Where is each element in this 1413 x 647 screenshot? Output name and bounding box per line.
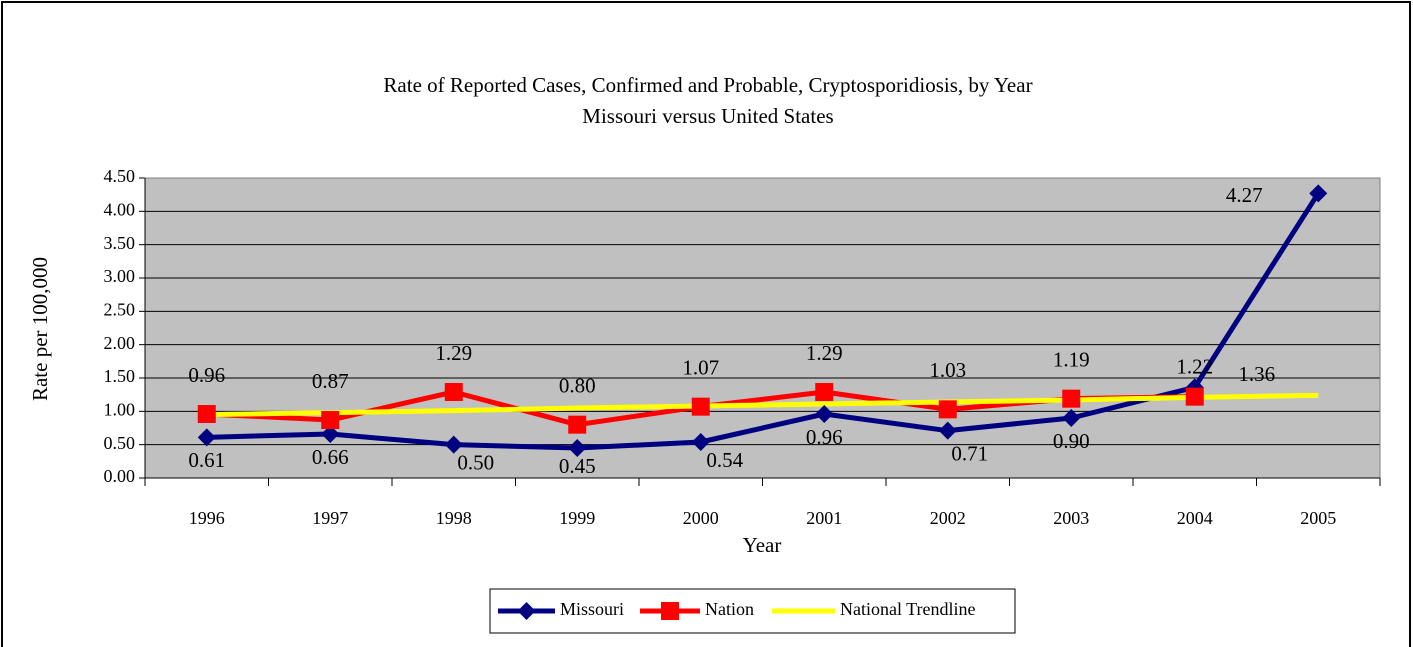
y-tick-label: 0.50 bbox=[104, 433, 136, 453]
x-tick-label: 2000 bbox=[683, 508, 719, 528]
data-label: 0.66 bbox=[312, 445, 349, 469]
chart-subtitle: Missouri versus United States bbox=[582, 104, 833, 128]
y-tick-label: 4.50 bbox=[104, 166, 136, 186]
data-point bbox=[1185, 387, 1204, 406]
data-label: 0.96 bbox=[188, 363, 225, 387]
x-tick-label: 1998 bbox=[436, 508, 472, 528]
y-tick-label: 2.50 bbox=[104, 299, 136, 319]
data-point bbox=[1062, 409, 1081, 427]
y-tick-label: 4.00 bbox=[104, 199, 136, 219]
data-point bbox=[815, 383, 834, 401]
x-tick-label: 1999 bbox=[559, 508, 595, 528]
data-label: 1.03 bbox=[929, 358, 966, 382]
data-label: 1.22 bbox=[1176, 354, 1213, 378]
data-point bbox=[321, 425, 340, 443]
legend-label: Missouri bbox=[560, 599, 624, 619]
data-label: 1.19 bbox=[1053, 347, 1090, 371]
data-label: 0.61 bbox=[188, 448, 225, 472]
x-tick-label: 2004 bbox=[1177, 508, 1213, 528]
data-label: 0.54 bbox=[706, 448, 743, 472]
data-label: 0.50 bbox=[457, 450, 494, 474]
legend-marker bbox=[517, 602, 536, 620]
data-point bbox=[938, 421, 957, 440]
series-line bbox=[206, 191, 1321, 451]
legend-label: National Trendline bbox=[840, 599, 976, 619]
data-point bbox=[815, 405, 834, 423]
x-tick-label: 1997 bbox=[312, 508, 348, 528]
data-point bbox=[691, 397, 710, 416]
data-point bbox=[938, 400, 957, 419]
x-axis-label: Year bbox=[743, 533, 782, 557]
data-label: 0.87 bbox=[312, 369, 349, 393]
data-point bbox=[321, 411, 340, 429]
data-label: 0.71 bbox=[951, 441, 988, 465]
x-tick-label: 2001 bbox=[806, 508, 842, 528]
y-tick-label: 1.50 bbox=[104, 366, 136, 386]
data-label: 4.27 bbox=[1226, 183, 1263, 207]
y-tick-label: 1.00 bbox=[104, 399, 136, 419]
data-label: 1.29 bbox=[435, 341, 472, 365]
chart-title: Rate of Reported Cases, Confirmed and Pr… bbox=[383, 73, 1032, 97]
legend-label: Nation bbox=[705, 599, 754, 619]
legend bbox=[489, 588, 1016, 634]
data-point bbox=[197, 428, 216, 447]
data-point bbox=[691, 433, 710, 451]
data-label: 1.36 bbox=[1238, 362, 1275, 386]
data-point bbox=[1062, 389, 1081, 408]
y-tick-label: 3.00 bbox=[104, 266, 136, 286]
y-tick-label: 3.50 bbox=[104, 233, 136, 253]
data-label: 0.96 bbox=[806, 425, 843, 449]
data-point bbox=[197, 405, 216, 423]
data-label: 0.90 bbox=[1053, 429, 1090, 453]
x-tick-label: 2005 bbox=[1300, 508, 1336, 528]
x-tick-label: 1996 bbox=[189, 508, 225, 528]
y-tick-label: 0.00 bbox=[104, 466, 136, 486]
data-point bbox=[444, 383, 463, 401]
data-label: 1.29 bbox=[806, 341, 843, 365]
data-point bbox=[444, 435, 463, 454]
data-point bbox=[568, 439, 587, 457]
series-line bbox=[206, 392, 1319, 418]
data-label: 1.07 bbox=[682, 355, 719, 379]
data-point bbox=[1309, 184, 1328, 203]
x-tick-label: 2003 bbox=[1053, 508, 1089, 528]
y-tick-label: 2.00 bbox=[104, 333, 136, 353]
data-label: 0.45 bbox=[559, 454, 596, 478]
x-tick-label: 2002 bbox=[930, 508, 966, 528]
legend-marker bbox=[661, 602, 679, 620]
data-label: 0.80 bbox=[559, 373, 596, 397]
data-point bbox=[568, 415, 587, 434]
y-axis-label: Rate per 100,000 bbox=[28, 257, 52, 401]
